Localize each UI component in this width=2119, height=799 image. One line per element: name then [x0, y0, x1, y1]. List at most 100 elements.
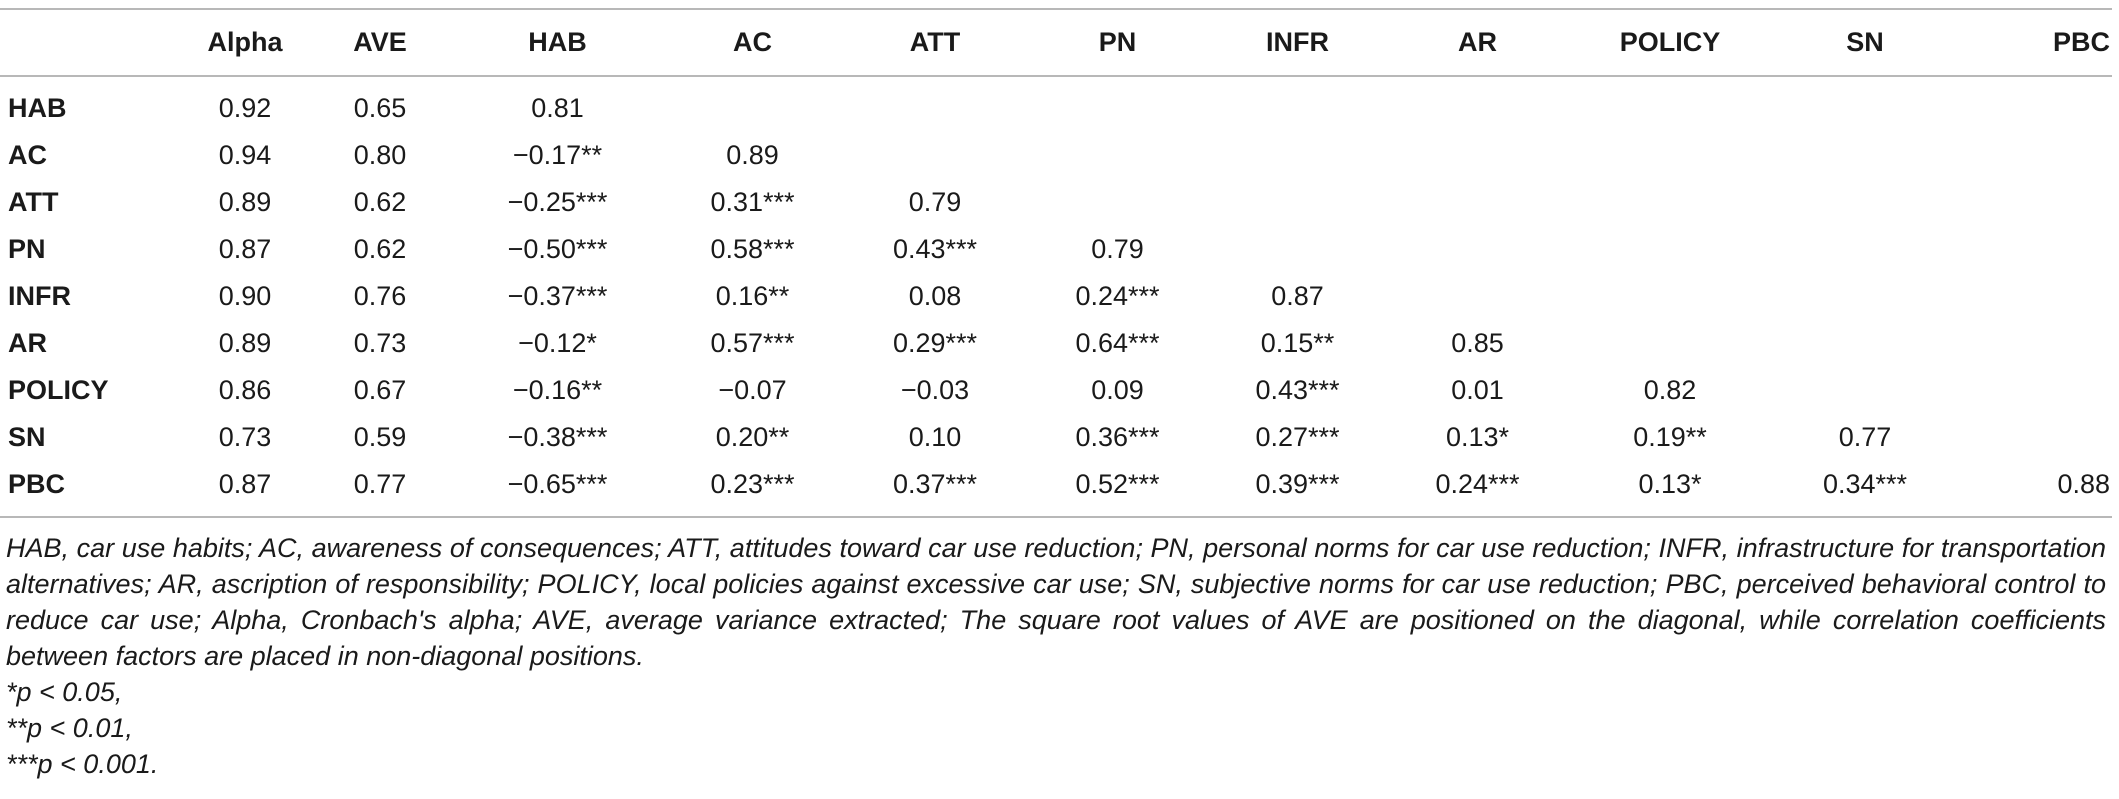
- table-cell: 0.67: [353, 375, 407, 405]
- column-header: POLICY: [1619, 27, 1721, 57]
- table-cell: 0.64***: [1075, 328, 1160, 358]
- table-cell: −0.25***: [507, 187, 608, 217]
- table-cell: 0.89: [726, 140, 779, 170]
- table-row: AC 0.94 0.80 −0.17** 0.89: [0, 132, 2112, 179]
- table-cell: 0.36***: [1075, 422, 1160, 452]
- table-cell: [845, 76, 1025, 132]
- table-cell: [1210, 226, 1385, 273]
- table-cell: [1025, 132, 1210, 179]
- row-label: AC: [8, 140, 47, 170]
- table-cell: 0.89: [218, 328, 272, 358]
- table-cell: 0.87: [218, 469, 272, 499]
- table-cell: [1770, 273, 1960, 320]
- table-cell: [1960, 273, 2112, 320]
- table-cell: 0.10: [908, 422, 962, 452]
- table-cell: −0.17**: [512, 140, 603, 170]
- table-cell: [1960, 132, 2112, 179]
- table-row: AR 0.89 0.73 −0.12* 0.57*** 0.29*** 0.64*** 0.1…: [0, 320, 2112, 367]
- table-cell: [1770, 179, 1960, 226]
- row-label: SN: [8, 422, 46, 452]
- table-cell: [1960, 367, 2112, 414]
- table-cell: [1570, 76, 1770, 132]
- table-cell: [1385, 273, 1570, 320]
- table-cell: 0.29***: [892, 328, 978, 358]
- row-label: PBC: [8, 469, 66, 499]
- table-cell: [1570, 273, 1770, 320]
- table-row: ATT 0.89 0.62 −0.25*** 0.31*** 0.79: [0, 179, 2112, 226]
- table-cell: [1570, 320, 1770, 367]
- table-cell: 0.37***: [892, 469, 978, 499]
- column-header: Alpha: [207, 27, 283, 57]
- column-header: AVE: [353, 27, 407, 57]
- table-cell: 0.34***: [1822, 469, 1908, 499]
- table-cell: [1385, 76, 1570, 132]
- table-cell: 0.62: [353, 187, 407, 217]
- table-cell: [1025, 76, 1210, 132]
- column-header: PBC: [2052, 27, 2110, 57]
- table-cell: [1570, 132, 1770, 179]
- table-cell: 0.08: [908, 281, 962, 311]
- table-cell: [1770, 367, 1960, 414]
- table-cell: 0.01: [1451, 375, 1504, 405]
- table-cell: 0.73: [353, 328, 407, 358]
- table-cell: 0.23***: [710, 469, 795, 499]
- significance-note-1: *p < 0.05,: [6, 677, 123, 707]
- table-cell: 0.77: [353, 469, 407, 499]
- table-cell: [1960, 414, 2112, 461]
- table-cell: −0.50***: [507, 234, 608, 264]
- row-label: POLICY: [8, 375, 109, 405]
- table-cell: 0.27***: [1255, 422, 1340, 452]
- table-cell: 0.13*: [1638, 469, 1702, 499]
- table-cell: 0.81: [531, 93, 584, 123]
- table-cell: 0.52***: [1075, 469, 1160, 499]
- column-header: INFR: [1266, 27, 1329, 57]
- table-cell: 0.87: [1271, 281, 1324, 311]
- table-cell: 0.79: [1091, 234, 1144, 264]
- table-cell: 0.94: [218, 140, 272, 170]
- row-label: HAB: [8, 93, 67, 123]
- table-cell: −0.03: [900, 375, 970, 405]
- table-cell: 0.76: [353, 281, 407, 311]
- column-header: HAB: [528, 27, 587, 57]
- table-cell: 0.13*: [1445, 422, 1510, 452]
- column-header: SN: [1846, 27, 1884, 57]
- table-cell: 0.85: [1451, 328, 1504, 358]
- row-label: ATT: [8, 187, 59, 217]
- table-header-row: Alpha AVE HAB AC ATT PN INFR AR POLICY SN PBC: [0, 9, 2112, 76]
- table-cell: 0.88: [2057, 469, 2110, 499]
- table-cell: 0.19**: [1633, 422, 1707, 452]
- table-cell: 0.31***: [710, 187, 795, 217]
- table-cell: [1210, 132, 1385, 179]
- table-cell: 0.15**: [1260, 328, 1335, 358]
- table-cell: 0.24***: [1075, 281, 1160, 311]
- table-body: HAB 0.92 0.65 0.81 AC 0.94 0.80 −0.17** 0.89 ATT 0…: [0, 76, 2112, 517]
- table-cell: 0.16**: [715, 281, 790, 311]
- table-cell: −0.07: [718, 375, 787, 405]
- table-row: PN 0.87 0.62 −0.50*** 0.58*** 0.43*** 0.79: [0, 226, 2112, 273]
- table-cell: −0.38***: [507, 422, 608, 452]
- table-cell: [1960, 76, 2112, 132]
- table-cell: 0.65: [353, 93, 407, 123]
- table-row: HAB 0.92 0.65 0.81: [0, 76, 2112, 132]
- table-cell: −0.37***: [507, 281, 608, 311]
- table-cell: [1025, 179, 1210, 226]
- table-cell: −0.16**: [512, 375, 603, 405]
- table-cell: [1385, 132, 1570, 179]
- table-cell: [1385, 179, 1570, 226]
- header-corner-cell: [0, 9, 185, 76]
- table-cell: 0.73: [218, 422, 272, 452]
- table-row: INFR 0.90 0.76 −0.37*** 0.16** 0.08 0.24*** 0.8…: [0, 273, 2112, 320]
- abbreviation-note: HAB, car use habits; AC, awareness of co…: [6, 533, 2106, 671]
- table-cell: 0.20**: [715, 422, 790, 452]
- row-label: PN: [8, 234, 46, 264]
- table-cell: 0.43***: [892, 234, 978, 264]
- table-cell: 0.86: [218, 375, 272, 405]
- table-cell: −0.65***: [507, 469, 608, 499]
- table-cell: −0.12*: [518, 328, 597, 358]
- table-cell: [1770, 226, 1960, 273]
- table-cell: [1770, 76, 1960, 132]
- table-cell: 0.58***: [710, 234, 795, 264]
- table-cell: 0.90: [218, 281, 272, 311]
- table-cell: 0.79: [908, 187, 962, 217]
